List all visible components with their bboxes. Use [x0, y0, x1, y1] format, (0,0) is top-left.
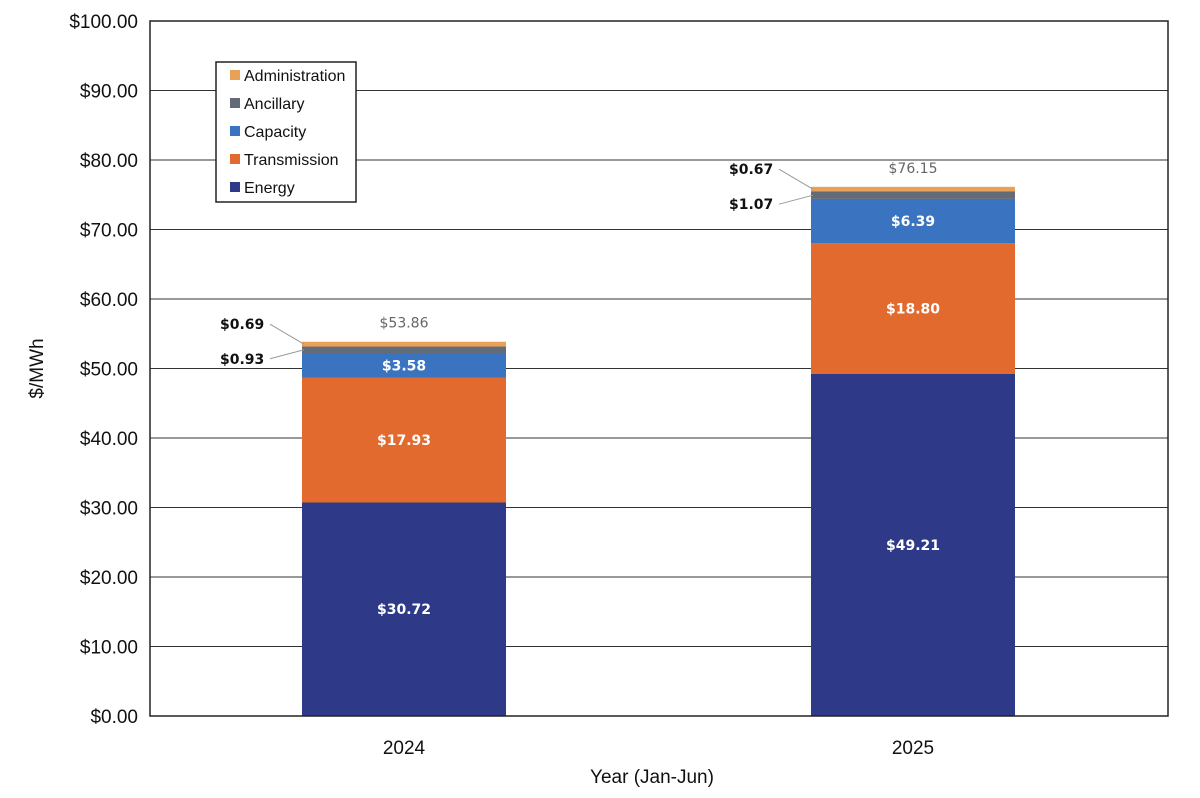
data-label-capacity-2025: $6.39 [891, 214, 935, 230]
y-tick-label: $70.00 [80, 221, 138, 242]
x-tick-label: 2025 [892, 738, 934, 759]
data-label-transmission-2024: $17.93 [377, 433, 431, 449]
total-label-2024: $53.86 [380, 316, 429, 332]
x-axis-tick-labels: 2024 2025 [383, 738, 934, 759]
legend-label-capacity: Capacity [244, 124, 306, 141]
y-axis-tick-labels: $0.00 $10.00 $20.00 $30.00 $40.00 $50.00 $60.0… [69, 12, 138, 728]
x-axis-title: Year (Jan-Jun) [590, 767, 714, 788]
data-label-energy-2024: $30.72 [377, 602, 431, 618]
y-tick-label: $50.00 [80, 360, 138, 381]
bar-segment-energy-2024 [302, 502, 506, 716]
bar-segment-transmission-2025 [811, 243, 1015, 374]
data-label-energy-2025: $49.21 [886, 538, 940, 554]
y-tick-label: $20.00 [80, 568, 138, 589]
total-label-2025: $76.15 [889, 161, 938, 177]
y-tick-label: $40.00 [80, 429, 138, 450]
legend-swatch-administration [230, 70, 240, 80]
legend-label-energy: Energy [244, 180, 295, 197]
plot-area-frame [149, 20, 1169, 717]
legend-swatch-ancillary [230, 98, 240, 108]
data-label-transmission-2025: $18.80 [886, 302, 940, 318]
bar-segment-capacity-2024 [302, 353, 506, 378]
legend-swatch-energy [230, 182, 240, 192]
y-tick-label: $60.00 [80, 290, 138, 311]
y-tick-label: $10.00 [80, 638, 138, 659]
data-label-ancillary-2025: $1.07 [729, 197, 773, 213]
leader-line [269, 349, 305, 360]
legend-label-administration: Administration [244, 68, 345, 85]
x-tick-label: 2024 [383, 738, 426, 759]
bar-segment-administration-2024 [302, 341, 506, 347]
leader-line [269, 323, 305, 345]
data-label-capacity-2024: $3.58 [382, 358, 426, 374]
bar-segment-energy-2025 [811, 373, 1015, 716]
y-tick-label: $0.00 [90, 707, 138, 728]
y-tick-label: $80.00 [80, 151, 138, 172]
bar-segment-ancillary-2024 [302, 346, 506, 354]
bar-segment-administration-2025 [811, 186, 1015, 192]
legend-swatch-capacity [230, 126, 240, 136]
legend-label-transmission: Transmission [244, 152, 339, 169]
data-label-administration-2025: $0.67 [729, 162, 773, 178]
data-label-ancillary-2024: $0.93 [220, 352, 264, 368]
legend-label-ancillary: Ancillary [244, 96, 304, 113]
legend: Administration Ancillary Capacity Transmiss… [215, 61, 357, 203]
leader-line [778, 194, 814, 205]
y-tick-label: $90.00 [80, 82, 138, 103]
legend-swatch-transmission [230, 154, 240, 164]
y-axis-title: $/MWh [27, 338, 48, 398]
bar-segment-transmission-2024 [302, 377, 506, 503]
y-tick-label: $30.00 [80, 499, 138, 520]
bar-data-labels: $30.72 $17.93 $3.58 $0.69 $0.93 $53.86 $49.21 $… [220, 161, 940, 618]
leader-line [778, 168, 814, 190]
bars [302, 186, 1015, 716]
bar-segment-ancillary-2025 [811, 191, 1015, 199]
data-label-administration-2024: $0.69 [220, 317, 264, 333]
y-tick-label: $100.00 [69, 12, 138, 33]
bar-segment-capacity-2025 [811, 198, 1015, 244]
